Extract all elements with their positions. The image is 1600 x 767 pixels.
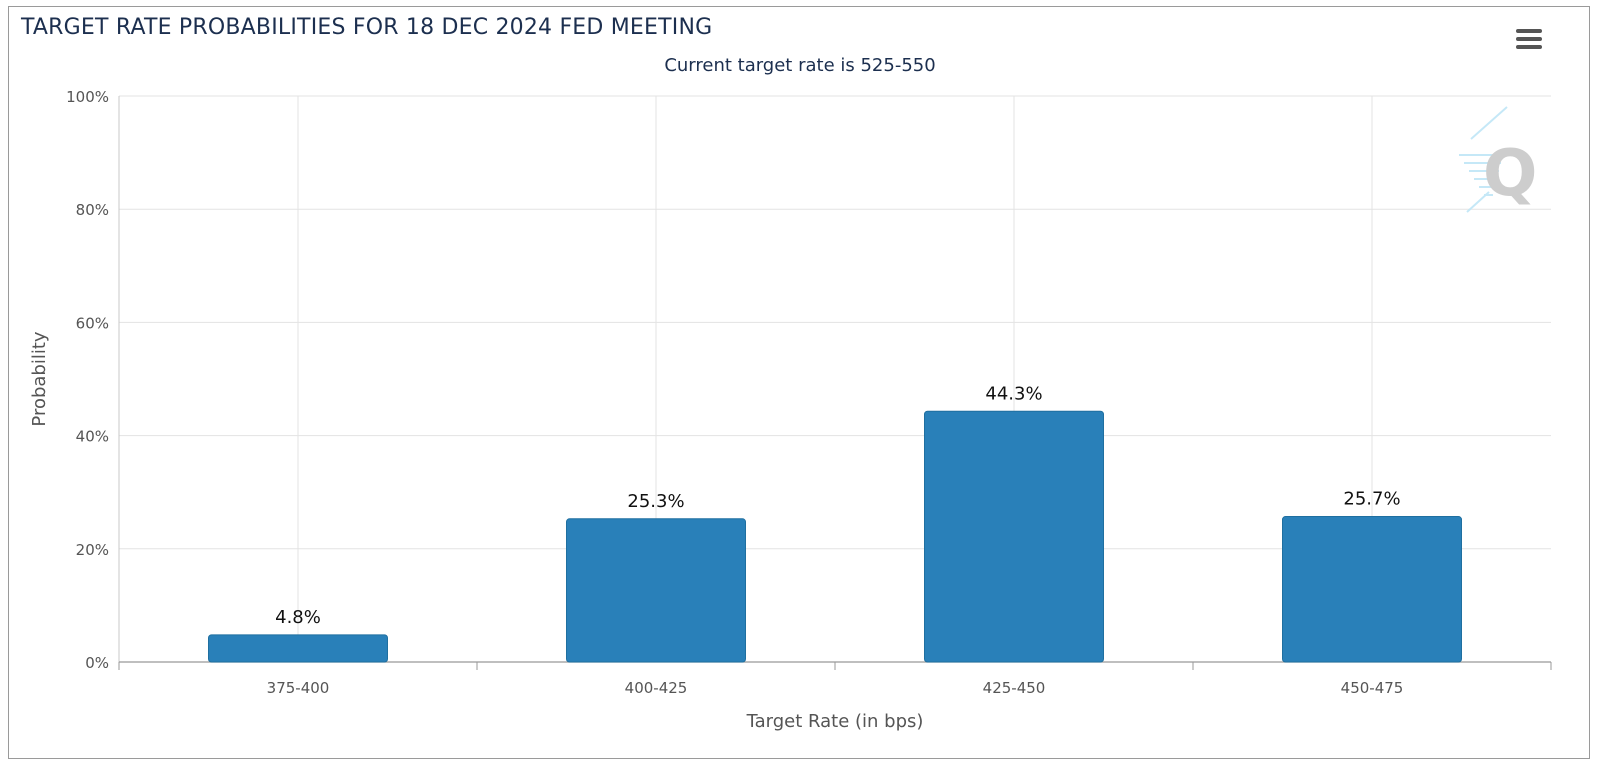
chart-subtitle: Current target rate is 525-550 [664,55,936,76]
bar [924,410,1104,663]
x-axis-label: Target Rate (in bps) [746,711,924,732]
y-tick-label: 80% [76,201,109,219]
bar-data-label: 4.8% [275,607,321,628]
bar-data-label: 44.3% [985,383,1042,404]
y-axis-label: Probability [29,331,50,426]
x-tick-label: 425-450 [983,679,1046,697]
bar [208,634,388,663]
bars [208,410,1462,663]
bar-data-label: 25.7% [1343,489,1400,510]
bar [566,518,746,663]
svg-text:Q: Q [1483,137,1537,211]
q-logo-icon: Q [1459,106,1537,213]
chart-container: TARGET RATE PROBABILITIES FOR 18 DEC 202… [8,6,1590,759]
y-tick-label: 40% [76,428,109,446]
chart-title: TARGET RATE PROBABILITIES FOR 18 DEC 202… [21,15,713,40]
x-tick-label: 400-425 [625,679,688,697]
bar-chart: Q 4.8% 25.3% 44.3% 25.7% 375-400 400-425 425-… [29,88,1552,732]
x-tick-label: 450-475 [1341,679,1404,697]
bar-data-label: 25.3% [627,491,684,512]
x-axis-ticks: 375-400 400-425 425-450 450-475 [267,679,1404,697]
y-tick-label: 0% [85,654,109,672]
y-tick-label: 20% [76,541,109,559]
data-labels: 4.8% 25.3% 44.3% 25.7% [275,383,1400,628]
hamburger-menu-icon[interactable] [1516,29,1544,55]
y-axis-ticks: 0% 20% 40% 60% 80% 100% [66,88,109,672]
x-tick-label: 375-400 [267,679,330,697]
bar [1282,516,1462,663]
y-tick-label: 100% [66,88,109,106]
y-tick-label: 60% [76,314,109,332]
